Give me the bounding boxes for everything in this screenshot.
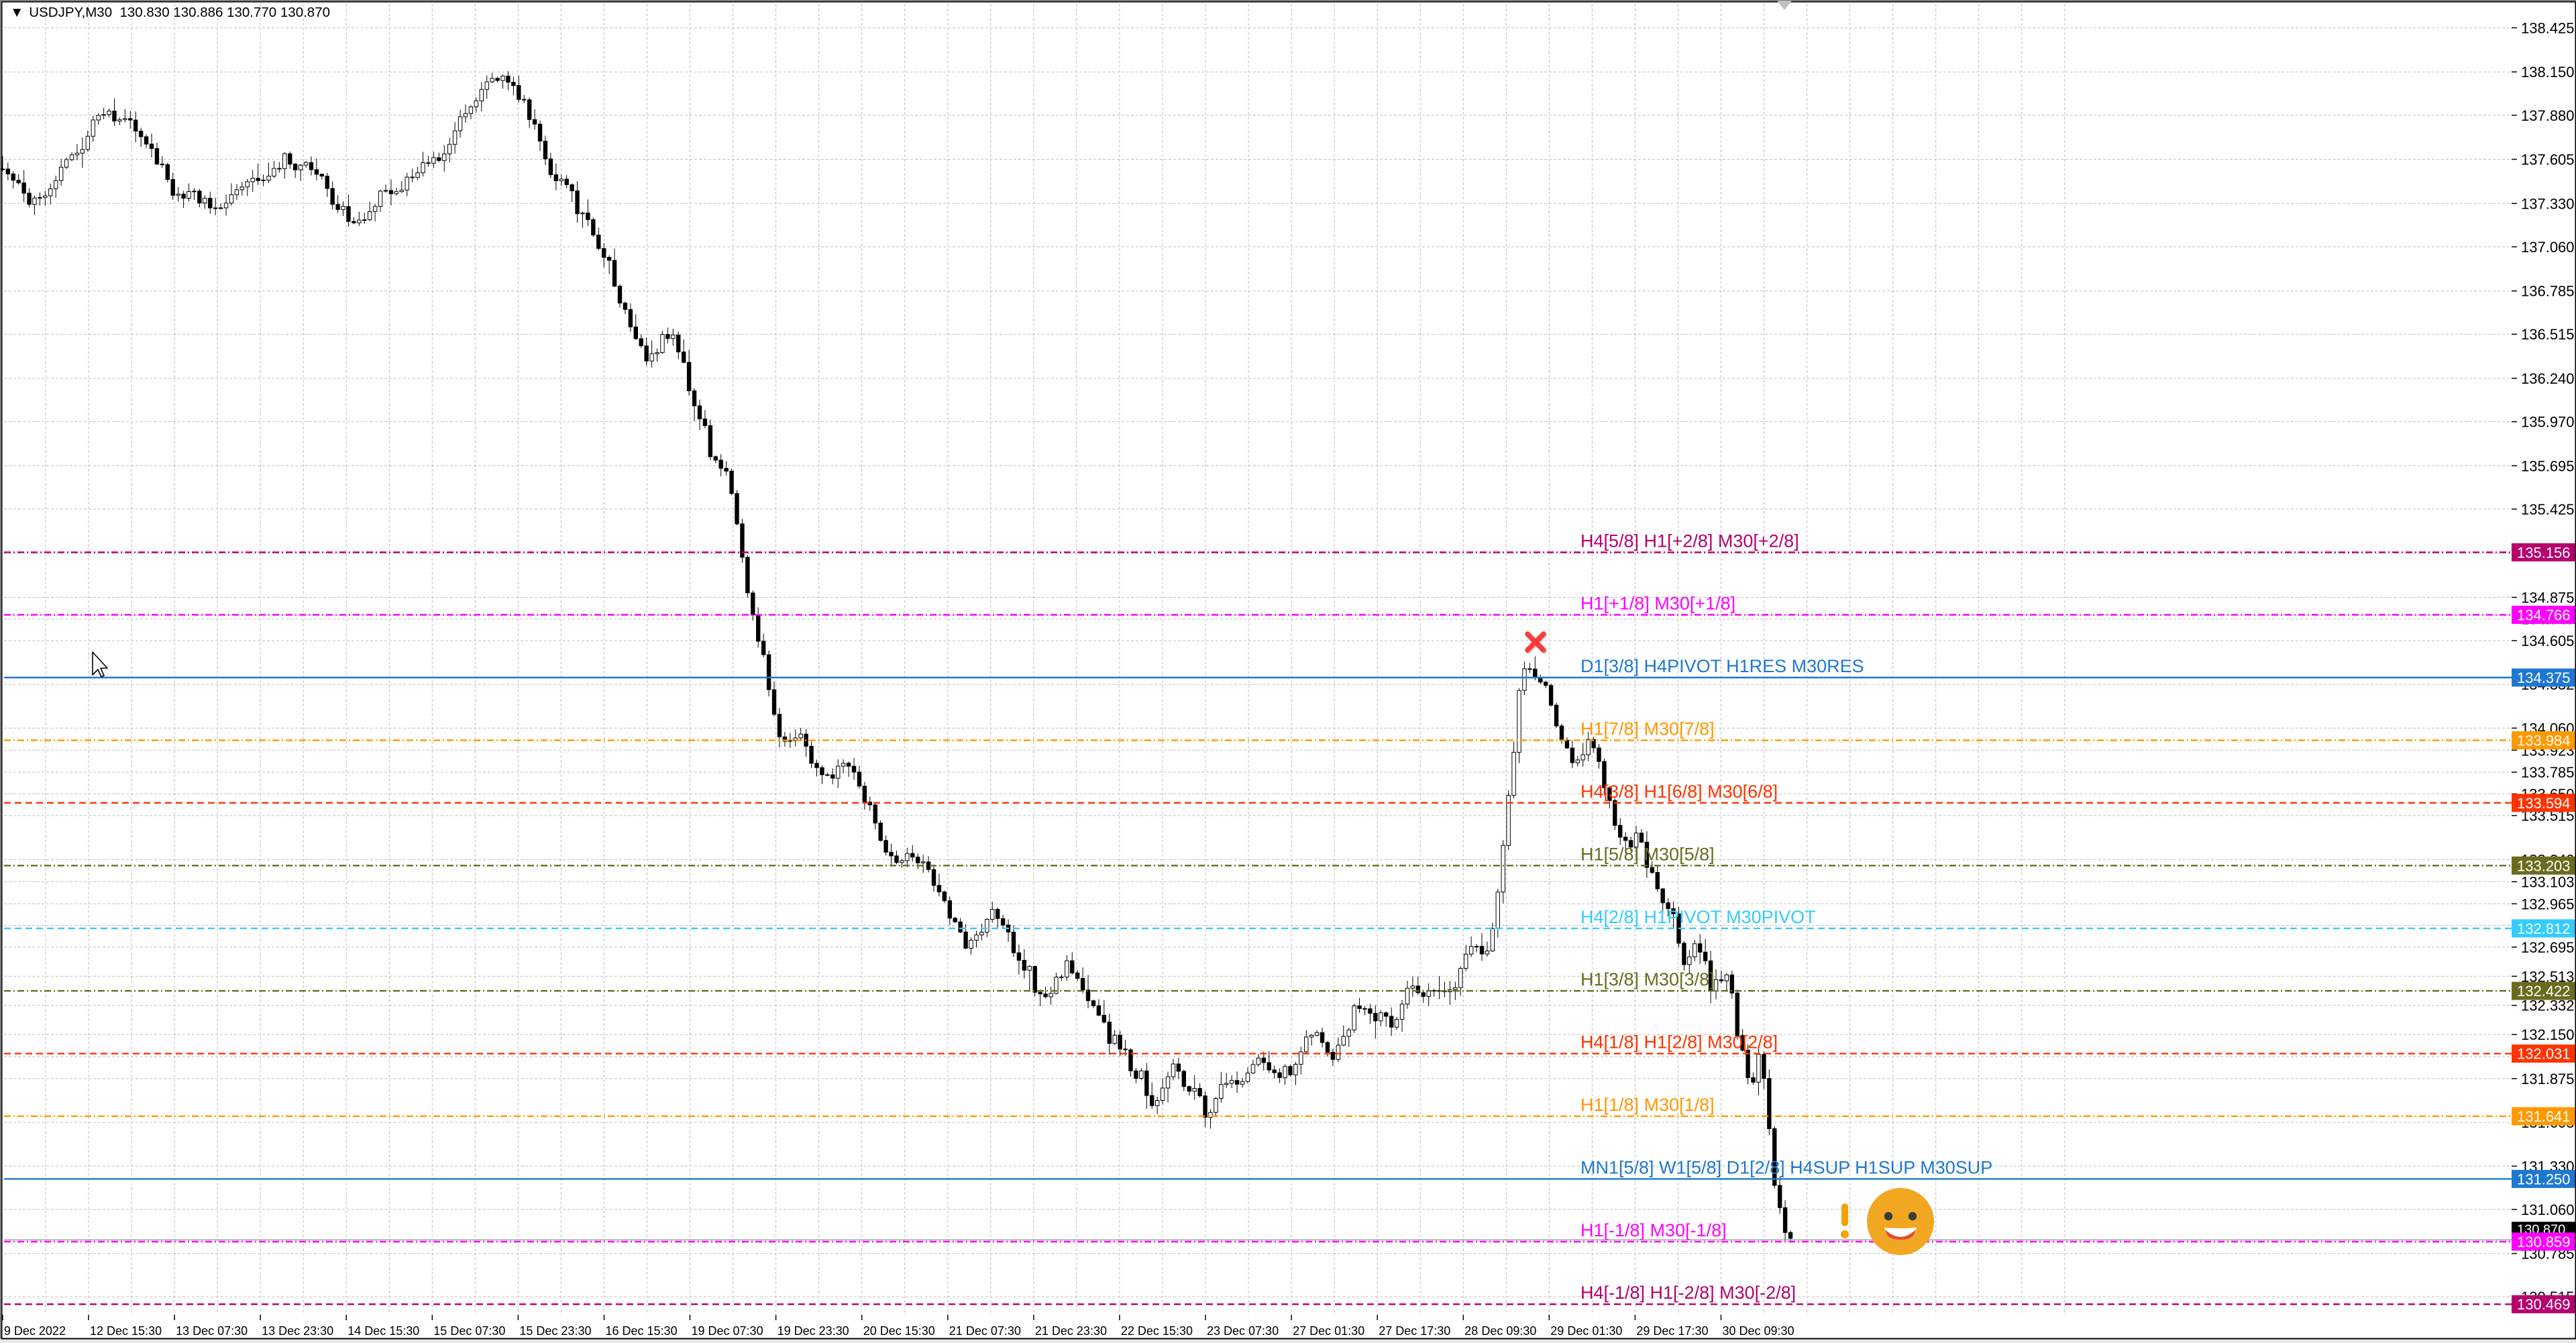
svg-text:28 Dec 09:30: 28 Dec 09:30 <box>1464 1324 1536 1338</box>
svg-text:131.060: 131.060 <box>2521 1201 2575 1218</box>
svg-text:H4[5/8] H1[+2/8] M30[+2/8]: H4[5/8] H1[+2/8] M30[+2/8] <box>1580 531 1799 551</box>
svg-text:13 Dec 07:30: 13 Dec 07:30 <box>176 1324 248 1338</box>
svg-text:H1[5/8] M30[5/8]: H1[5/8] M30[5/8] <box>1580 844 1715 864</box>
svg-text:9 Dec 2022: 9 Dec 2022 <box>4 1324 66 1338</box>
svg-text:H1[+1/8] M30[+1/8]: H1[+1/8] M30[+1/8] <box>1580 594 1735 614</box>
svg-text:131.250: 131.250 <box>2517 1171 2571 1187</box>
svg-text:135.970: 135.970 <box>2521 414 2575 431</box>
svg-text:133.103: 133.103 <box>2521 873 2575 890</box>
svg-text:135.695: 135.695 <box>2521 458 2575 474</box>
svg-text:23 Dec 07:30: 23 Dec 07:30 <box>1207 1324 1279 1338</box>
svg-text:H1[7/8] M30[7/8]: H1[7/8] M30[7/8] <box>1580 719 1715 739</box>
svg-text:133.984: 133.984 <box>2517 733 2571 749</box>
svg-text:136.785: 136.785 <box>2521 283 2575 300</box>
svg-text:22 Dec 15:30: 22 Dec 15:30 <box>1121 1324 1193 1338</box>
svg-text:15 Dec 23:30: 15 Dec 23:30 <box>519 1324 591 1338</box>
svg-text:D1[3/8] H4PIVOT H1RES M30RES: D1[3/8] H4PIVOT H1RES M30RES <box>1580 656 1864 676</box>
svg-text:H4[1/8] H1[2/8] M30[2/8]: H4[1/8] H1[2/8] M30[2/8] <box>1580 1032 1778 1053</box>
svg-text:132.031: 132.031 <box>2517 1046 2571 1063</box>
svg-text:27 Dec 01:30: 27 Dec 01:30 <box>1293 1324 1364 1338</box>
svg-text:131.875: 131.875 <box>2521 1071 2575 1087</box>
svg-text:H4[3/8] H1[6/8] M30[6/8]: H4[3/8] H1[6/8] M30[6/8] <box>1580 782 1778 802</box>
svg-text:15 Dec 07:30: 15 Dec 07:30 <box>433 1324 505 1338</box>
svg-text:H1[1/8] M30[1/8]: H1[1/8] M30[1/8] <box>1580 1095 1715 1115</box>
svg-text:134.875: 134.875 <box>2521 590 2575 606</box>
svg-text:19 Dec 23:30: 19 Dec 23:30 <box>777 1324 849 1338</box>
svg-text:130.859: 130.859 <box>2517 1234 2571 1250</box>
svg-text:137.330: 137.330 <box>2521 195 2575 212</box>
svg-text:131.641: 131.641 <box>2517 1108 2571 1125</box>
svg-text:20 Dec 15:30: 20 Dec 15:30 <box>863 1324 935 1338</box>
svg-text:21 Dec 07:30: 21 Dec 07:30 <box>949 1324 1021 1338</box>
svg-text:137.605: 137.605 <box>2521 152 2575 168</box>
svg-text:133.203: 133.203 <box>2517 857 2571 874</box>
svg-text:H4[2/8] H1PIVOT M30PIVOT: H4[2/8] H1PIVOT M30PIVOT <box>1580 907 1816 927</box>
svg-text:137.880: 137.880 <box>2521 107 2575 124</box>
svg-text:H1[3/8] M30[3/8]: H1[3/8] M30[3/8] <box>1580 969 1715 989</box>
svg-text:137.060: 137.060 <box>2521 239 2575 256</box>
svg-text:136.240: 136.240 <box>2521 370 2575 387</box>
svg-text:12 Dec 15:30: 12 Dec 15:30 <box>90 1324 162 1338</box>
svg-text:134.605: 134.605 <box>2521 633 2575 649</box>
svg-text:H4[-1/8] H1[-2/8] M30[-2/8]: H4[-1/8] H1[-2/8] M30[-2/8] <box>1580 1283 1796 1303</box>
svg-text:29 Dec 01:30: 29 Dec 01:30 <box>1550 1324 1622 1338</box>
svg-text:135.156: 135.156 <box>2517 544 2571 561</box>
svg-text:27 Dec 17:30: 27 Dec 17:30 <box>1379 1324 1450 1338</box>
svg-text:132.150: 132.150 <box>2521 1026 2575 1043</box>
svg-text:29 Dec 17:30: 29 Dec 17:30 <box>1636 1324 1708 1338</box>
svg-text:21 Dec 23:30: 21 Dec 23:30 <box>1035 1324 1107 1338</box>
svg-text:136.515: 136.515 <box>2521 326 2575 343</box>
svg-text:133.594: 133.594 <box>2517 795 2571 812</box>
svg-text:13 Dec 23:30: 13 Dec 23:30 <box>262 1324 333 1338</box>
svg-text:132.695: 132.695 <box>2521 939 2575 956</box>
svg-text:19 Dec 07:30: 19 Dec 07:30 <box>692 1324 763 1338</box>
svg-text:138.150: 138.150 <box>2521 64 2575 80</box>
svg-text:134.375: 134.375 <box>2517 669 2571 686</box>
svg-text:H1[-1/8] M30[-1/8]: H1[-1/8] M30[-1/8] <box>1580 1220 1727 1240</box>
svg-text:132.812: 132.812 <box>2517 920 2571 937</box>
svg-text:16 Dec 15:30: 16 Dec 15:30 <box>606 1324 678 1338</box>
svg-text:138.425: 138.425 <box>2521 19 2575 36</box>
svg-text:30 Dec 09:30: 30 Dec 09:30 <box>1723 1324 1794 1338</box>
svg-text:132.965: 132.965 <box>2521 896 2575 912</box>
svg-text:133.785: 133.785 <box>2521 764 2575 781</box>
svg-text:135.425: 135.425 <box>2521 501 2575 518</box>
svg-text:14 Dec 15:30: 14 Dec 15:30 <box>347 1324 419 1338</box>
svg-text:132.422: 132.422 <box>2517 983 2571 1000</box>
svg-text:MN1[5/8] W1[5/8] D1[2/8] H4SUP: MN1[5/8] W1[5/8] D1[2/8] H4SUP H1SUP M30… <box>1580 1157 1992 1177</box>
svg-text:130.469: 130.469 <box>2517 1296 2571 1313</box>
svg-text:134.766: 134.766 <box>2517 607 2571 624</box>
